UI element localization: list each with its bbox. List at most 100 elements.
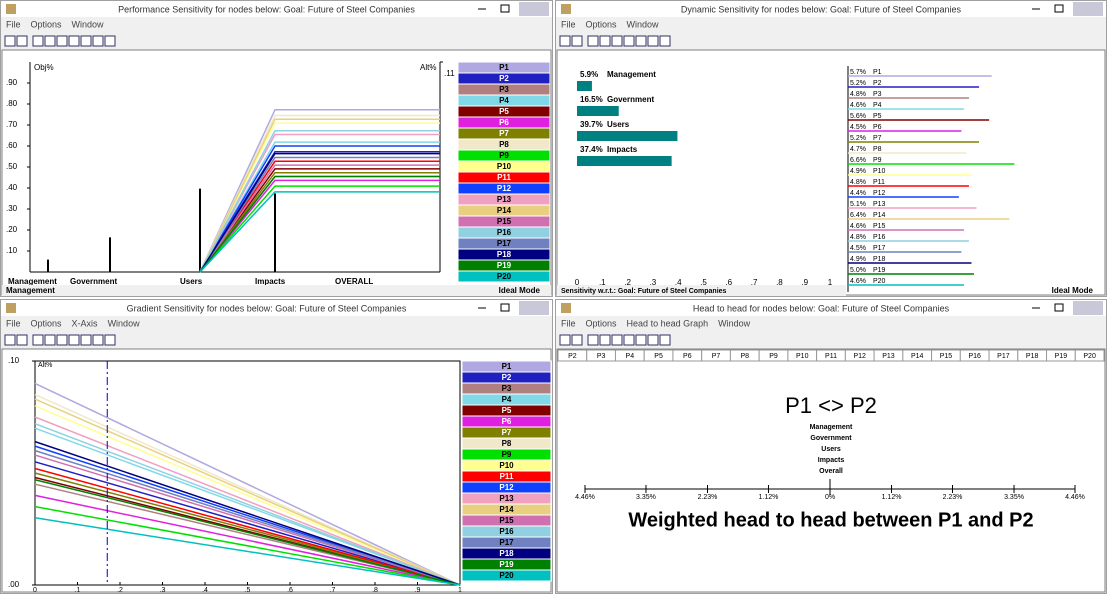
y-tick-label: .70 bbox=[6, 120, 18, 129]
window: Performance Sensitivity for nodes below:… bbox=[1, 1, 553, 297]
toolbar-button[interactable] bbox=[93, 335, 103, 345]
toolbar-button[interactable] bbox=[81, 335, 91, 345]
toolbar-button[interactable] bbox=[45, 36, 55, 46]
menu-item[interactable]: File bbox=[6, 19, 21, 29]
criterion-label: Impacts bbox=[607, 145, 638, 154]
criterion-bar[interactable] bbox=[577, 131, 677, 141]
menu-item[interactable]: File bbox=[561, 318, 576, 328]
criterion-bar[interactable] bbox=[577, 106, 619, 116]
alternative-label: P13 bbox=[873, 201, 886, 208]
criterion-value-label: 5.9% bbox=[580, 70, 598, 79]
toolbar-button[interactable] bbox=[636, 335, 646, 345]
toolbar-button[interactable] bbox=[636, 36, 646, 46]
alternative-value-label: 4.6% bbox=[850, 278, 866, 285]
menu-item[interactable]: Window bbox=[627, 19, 660, 29]
x-tick-label: 0 bbox=[33, 587, 37, 594]
tab-label: P3 bbox=[597, 353, 606, 360]
toolbar-button[interactable] bbox=[612, 36, 622, 46]
toolbar-button[interactable] bbox=[660, 36, 670, 46]
legend-label: P7 bbox=[499, 129, 509, 138]
menu-item[interactable]: File bbox=[561, 19, 576, 29]
menu-item[interactable]: Options bbox=[31, 19, 63, 29]
alternative-label: P2 bbox=[873, 80, 882, 87]
x-tick-label: 3.35% bbox=[636, 494, 656, 501]
toolbar-button[interactable] bbox=[81, 36, 91, 46]
toolbar-button[interactable] bbox=[660, 335, 670, 345]
tab-label: P5 bbox=[654, 353, 663, 360]
alternative-label: P16 bbox=[873, 234, 886, 241]
toolbar-button[interactable] bbox=[648, 335, 658, 345]
toolbar-button[interactable] bbox=[624, 335, 634, 345]
toolbar-button[interactable] bbox=[69, 36, 79, 46]
toolbar-button[interactable] bbox=[624, 36, 634, 46]
menu-item[interactable]: Head to head Graph bbox=[627, 318, 709, 328]
criterion-bar[interactable] bbox=[577, 81, 592, 91]
legend-label: P4 bbox=[502, 395, 512, 404]
menu-item[interactable]: Options bbox=[31, 318, 63, 328]
chart-footer: Weighted head to head between P1 and P2 bbox=[628, 509, 1033, 531]
toolbar-button[interactable] bbox=[560, 335, 570, 345]
alternative-value-label: 4.4% bbox=[850, 190, 866, 197]
close-button[interactable] bbox=[519, 301, 549, 315]
close-button[interactable] bbox=[519, 2, 549, 16]
criterion-bar[interactable] bbox=[577, 156, 672, 166]
window-title: Gradient Sensitivity for nodes below: Go… bbox=[127, 303, 407, 313]
menu-item[interactable]: X-Axis bbox=[72, 318, 99, 328]
y-tick-label: .40 bbox=[6, 183, 18, 192]
alternative-label: P15 bbox=[873, 223, 886, 230]
toolbar-button[interactable] bbox=[105, 335, 115, 345]
toolbar-button[interactable] bbox=[17, 335, 27, 345]
legend-label: P11 bbox=[500, 472, 514, 481]
alternative-label: P17 bbox=[873, 245, 886, 252]
toolbar-button[interactable] bbox=[588, 36, 598, 46]
toolbar-button[interactable] bbox=[5, 36, 15, 46]
toolbar-button[interactable] bbox=[600, 335, 610, 345]
toolbar-button[interactable] bbox=[572, 36, 582, 46]
toolbar-button[interactable] bbox=[17, 36, 27, 46]
app-icon bbox=[561, 303, 571, 313]
legend-label: P12 bbox=[497, 184, 512, 193]
x-tick-label: .3 bbox=[160, 587, 166, 594]
menu-item[interactable]: Options bbox=[586, 19, 618, 29]
criterion-label: Users bbox=[180, 277, 203, 286]
toolbar-button[interactable] bbox=[648, 36, 658, 46]
toolbar-button[interactable] bbox=[612, 335, 622, 345]
toolbar-button[interactable] bbox=[57, 36, 67, 46]
toolbar-button[interactable] bbox=[105, 36, 115, 46]
toolbar-button[interactable] bbox=[69, 335, 79, 345]
toolbar-button[interactable] bbox=[57, 335, 67, 345]
toolbar-button[interactable] bbox=[600, 36, 610, 46]
menu-item[interactable]: Window bbox=[72, 19, 105, 29]
menu-item[interactable]: Options bbox=[586, 318, 618, 328]
x-tick-label: .6 bbox=[287, 587, 293, 594]
x-tick-label: 2.23% bbox=[698, 494, 718, 501]
x-tick-label: .7 bbox=[330, 587, 336, 594]
menu-item[interactable]: Window bbox=[108, 318, 141, 328]
toolbar-button[interactable] bbox=[33, 335, 43, 345]
legend-label: P20 bbox=[497, 272, 512, 281]
toolbar-button[interactable] bbox=[588, 335, 598, 345]
legend-label: P1 bbox=[499, 63, 509, 72]
x-tick-label: .8 bbox=[372, 587, 378, 594]
toolbar-button[interactable] bbox=[5, 335, 15, 345]
legend-label: P2 bbox=[499, 74, 509, 83]
y2-tick-label: .11 bbox=[444, 69, 455, 78]
menu-item[interactable]: Window bbox=[718, 318, 751, 328]
y-tick-label: .60 bbox=[6, 141, 18, 150]
menu-item[interactable]: File bbox=[6, 318, 21, 328]
toolbar-button[interactable] bbox=[93, 36, 103, 46]
toolbar-button[interactable] bbox=[33, 36, 43, 46]
legend-label: P6 bbox=[499, 118, 509, 127]
close-button[interactable] bbox=[1073, 2, 1103, 16]
app-icon bbox=[561, 4, 571, 14]
legend-label: P8 bbox=[499, 140, 509, 149]
window: Dynamic Sensitivity for nodes below: Goa… bbox=[556, 1, 1107, 297]
close-button[interactable] bbox=[1073, 301, 1103, 315]
window: Head to head for nodes below: Goal: Futu… bbox=[556, 300, 1107, 594]
axis-label: Obj% bbox=[34, 63, 54, 72]
toolbar-button[interactable] bbox=[560, 36, 570, 46]
toolbar-button[interactable] bbox=[45, 335, 55, 345]
toolbar-button[interactable] bbox=[572, 335, 582, 345]
legend-label: P3 bbox=[502, 384, 512, 393]
criterion-label: Government bbox=[70, 277, 117, 286]
